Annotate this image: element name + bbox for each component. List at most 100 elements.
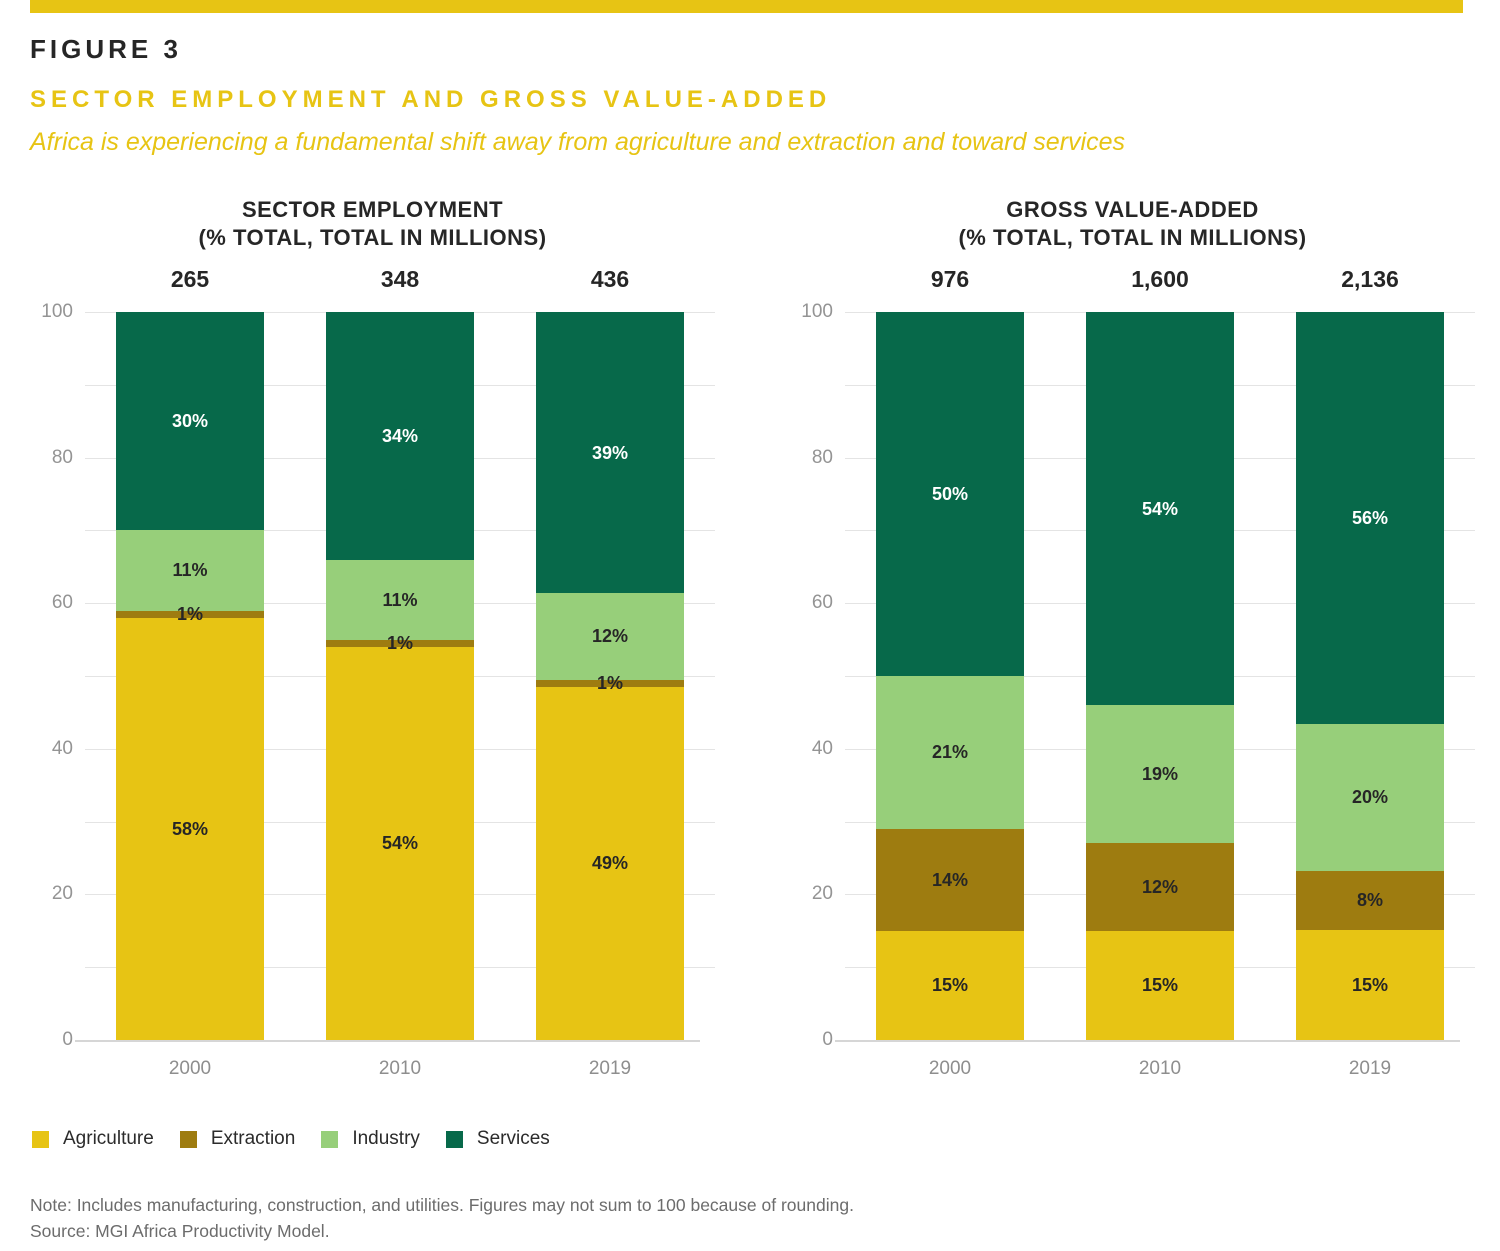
figure-title: SECTOR EMPLOYMENT AND GROSS VALUE-ADDED <box>30 86 832 113</box>
y-axis-label: 0 <box>62 1029 73 1050</box>
segment-value-label: 34% <box>381 425 419 446</box>
sector-employment-chart: SECTOR EMPLOYMENT (% TOTAL, TOTAL IN MIL… <box>30 0 715 1251</box>
segment-value-label: 30% <box>171 411 209 432</box>
figure-subtitle: Africa is experiencing a fundamental shi… <box>30 128 1125 156</box>
y-axis-label: 20 <box>811 883 833 905</box>
x-axis-label: 2000 <box>168 1058 212 1079</box>
y-axis-label: 60 <box>51 592 73 614</box>
segment-value-label: 12% <box>591 626 629 647</box>
segment-value-label: 20% <box>1351 787 1389 808</box>
y-axis-label: 40 <box>811 737 833 759</box>
extraction-segment: 12% <box>1086 843 1234 931</box>
extraction-segment: 1% <box>116 605 264 623</box>
segment-value-label: 54% <box>381 833 419 854</box>
legend-item: Extraction <box>179 1128 296 1150</box>
services-segment: 30% <box>116 312 264 531</box>
chart-title: SECTOR EMPLOYMENT <box>241 197 504 222</box>
x-axis-label: 2010 <box>1138 1058 1182 1079</box>
segment-value-label: 50% <box>931 484 969 505</box>
y-axis-label: 100 <box>41 301 73 322</box>
segment-value-label: 11% <box>172 560 208 581</box>
agriculture-segment: 15% <box>876 930 1024 1040</box>
services-segment: 34% <box>326 312 474 560</box>
segment-value-label: 15% <box>1351 974 1389 995</box>
bar-total-label: 265 <box>170 266 210 292</box>
segment-value-label: 54% <box>1141 498 1179 519</box>
plot-area: 0 20 40 60 80 100 976 15% 14% 21% 50% 2000 1,600 15% 1… <box>801 266 1475 1079</box>
y-axis-label: 60 <box>811 592 833 614</box>
bar-total-label: 348 <box>380 266 420 292</box>
segment-value-label: 56% <box>1351 507 1389 528</box>
services-segment: 56% <box>1296 312 1444 724</box>
segment-value-label: 11% <box>382 589 418 610</box>
industry-segment: 21% <box>876 676 1024 829</box>
agriculture-segment: 58% <box>116 617 264 1040</box>
legend-label: Services <box>476 1128 550 1149</box>
agriculture-segment: 15% <box>1086 930 1234 1040</box>
bar-total-label: 2,136 <box>1341 266 1399 292</box>
segment-value-label: 39% <box>591 442 629 463</box>
y-axis-label: 40 <box>51 737 73 759</box>
stacked-bar: 49% 1% 12% 39% <box>536 312 684 1040</box>
accent-top-bar <box>30 0 1463 13</box>
y-axis-label: 100 <box>801 301 833 322</box>
extraction-segment: 1% <box>326 634 474 652</box>
x-axis-label: 2010 <box>378 1058 422 1079</box>
segment-value-label: 15% <box>1141 975 1179 996</box>
y-axis-label: 80 <box>51 446 73 468</box>
legend-swatch-services <box>445 1130 463 1148</box>
figure-number: FIGURE 3 <box>30 34 182 64</box>
source-text: Source: MGI Africa Productivity Model. <box>30 1221 330 1241</box>
segment-value-label: 21% <box>931 742 969 763</box>
legend: Agriculture Extraction Industry Services <box>32 1128 550 1150</box>
industry-segment: 11% <box>116 530 264 611</box>
x-axis-label: 2019 <box>1348 1058 1392 1079</box>
legend-swatch-agriculture <box>32 1130 49 1148</box>
segment-value-label: 15% <box>931 975 969 996</box>
legend-item: Industry <box>321 1128 420 1150</box>
bar-total-label: 976 <box>930 266 970 292</box>
legend-label: Extraction <box>210 1128 296 1149</box>
x-axis-label: 2000 <box>928 1058 972 1079</box>
y-axis-label: 20 <box>51 883 73 905</box>
bar-total-label: 436 <box>590 266 630 292</box>
extraction-segment: 8% <box>1296 870 1444 930</box>
legend-label: Industry <box>352 1128 420 1149</box>
agriculture-segment: 15% <box>1296 929 1444 1040</box>
segment-value-label: 12% <box>1141 877 1179 898</box>
segment-value-label: 49% <box>591 853 629 874</box>
chart-title: GROSS VALUE-ADDED <box>1006 197 1259 222</box>
industry-segment: 19% <box>1086 705 1234 844</box>
segment-value-label: 58% <box>171 818 209 839</box>
x-axis-label: 2019 <box>588 1058 632 1079</box>
services-segment: 50% <box>876 312 1024 677</box>
gridline <box>835 1040 1460 1042</box>
agriculture-segment: 49% <box>536 686 684 1040</box>
note-text: Note: Includes manufacturing, constructi… <box>30 1195 854 1215</box>
agriculture-segment: 54% <box>326 646 474 1040</box>
services-segment: 54% <box>1086 312 1234 706</box>
stacked-bar: 54% 1% 11% 34% <box>326 312 474 1040</box>
stacked-bar: 58% 1% 11% 30% <box>116 312 264 1040</box>
legend-swatch-industry <box>321 1130 339 1148</box>
industry-segment: 20% <box>1296 723 1444 871</box>
industry-segment: 11% <box>326 559 474 640</box>
bar-total-label: 1,600 <box>1131 266 1189 292</box>
legend-item: Agriculture <box>32 1128 154 1150</box>
gridline <box>75 1040 700 1042</box>
chart-units-label: (% TOTAL, TOTAL IN MILLIONS) <box>958 225 1307 250</box>
plot-area: 0 20 40 60 80 100 265 58% 1% 11% 30% 2000 348 54% 1% 11… <box>41 266 715 1079</box>
segment-value-label: 19% <box>1141 764 1179 785</box>
legend-swatch-extraction <box>179 1130 197 1148</box>
services-segment: 39% <box>536 312 684 594</box>
segment-value-label: 14% <box>931 869 969 890</box>
legend-item: Services <box>445 1128 550 1150</box>
stacked-bar: 15% 14% 21% 50% <box>876 312 1024 1040</box>
y-axis-label: 0 <box>822 1029 833 1050</box>
extraction-segment: 14% <box>876 828 1024 931</box>
segment-value-label: 8% <box>1356 890 1383 911</box>
legend-label: Agriculture <box>63 1128 154 1149</box>
chart-units-label: (% TOTAL, TOTAL IN MILLIONS) <box>198 225 547 250</box>
extraction-segment: 1% <box>536 674 684 692</box>
industry-segment: 12% <box>536 593 684 680</box>
